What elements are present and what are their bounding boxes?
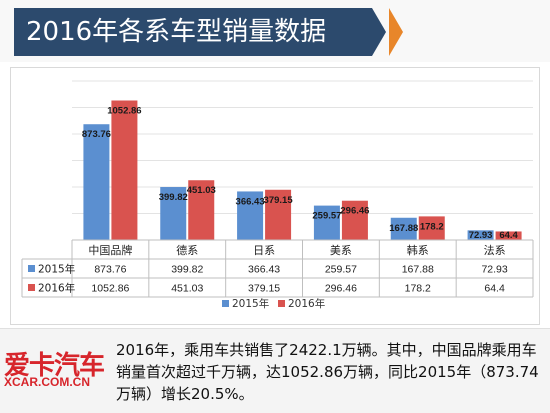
title-bar <box>14 8 372 56</box>
table-series-name: 2016年 <box>38 282 75 295</box>
table-value: 296.46 <box>325 283 357 295</box>
table-value: 259.57 <box>325 264 357 276</box>
table-value: 399.82 <box>171 264 203 276</box>
bar-2015 <box>467 230 494 240</box>
bar-data-label: 366.43 <box>236 196 265 207</box>
legend-swatch <box>222 300 229 307</box>
bar-data-label: 399.82 <box>159 192 188 203</box>
bar-2016 <box>265 189 292 240</box>
x-category-label: 日系 <box>253 244 275 257</box>
bar-2016 <box>188 180 215 240</box>
bar-2016 <box>495 231 522 240</box>
x-category-label: 美系 <box>330 244 352 257</box>
bar-data-label: 1052.86 <box>107 105 141 116</box>
title-bar-chevron <box>372 8 386 56</box>
chart-container: 873.76 1052.86 399.82 451.03 366.43 379.15 259… <box>10 67 540 325</box>
bar-data-label: 259.57 <box>312 211 341 222</box>
bar-data-label: 296.46 <box>340 206 369 217</box>
bar-2015 <box>390 217 417 240</box>
bar-2015 <box>83 124 110 240</box>
x-category-label: 法系 <box>484 243 506 257</box>
xcar-logo: 爱卡汽车 XCAR.COM.CN <box>4 345 112 397</box>
legend-label: 2015年 <box>232 297 269 310</box>
bar-data-label: 178.2 <box>420 221 444 232</box>
logo-brand-text: 爱卡汽车 <box>4 351 105 381</box>
bar-data-label: 451.03 <box>187 185 216 196</box>
legend-swatch <box>278 300 285 307</box>
bar-2015 <box>237 191 264 240</box>
table-value: 366.43 <box>248 264 280 276</box>
bar-data-label: 64.4 <box>499 230 518 241</box>
bar-data-label: 167.88 <box>389 223 418 234</box>
table-value: 64.4 <box>484 283 505 295</box>
bar-data-label: 72.93 <box>469 230 493 241</box>
table-series-name: 2015年 <box>38 263 75 276</box>
logo-domain-text: XCAR.COM.CN <box>4 375 90 389</box>
table-legend-swatch <box>28 284 35 291</box>
legend-label: 2016年 <box>288 297 325 310</box>
table-value: 379.15 <box>248 283 280 295</box>
table-value: 451.03 <box>171 283 203 295</box>
bar-2015 <box>313 205 340 240</box>
x-category-label: 德系 <box>176 243 198 257</box>
bar-data-label: 873.76 <box>82 129 111 140</box>
page-title: 2016年各系车型销量数据 <box>26 17 327 47</box>
header-banner: 2016年各系车型销量数据 <box>0 0 550 62</box>
x-category-label: 韩系 <box>407 243 429 257</box>
bar-2016 <box>111 100 138 240</box>
table-value: 178.2 <box>405 283 431 295</box>
table-value: 167.88 <box>402 264 434 276</box>
table-legend-swatch <box>28 265 35 272</box>
table-value: 72.93 <box>481 264 507 276</box>
table-value: 1052.86 <box>91 283 129 295</box>
x-category-label: 中国品牌 <box>88 243 132 257</box>
sales-bar-chart: 873.761052.86399.82451.03366.43379.15259… <box>10 67 540 325</box>
summary-caption: 2016年，乘用车共销售了2422.1万辆。其中，中国品牌乘用车销量首次超过千万… <box>116 341 539 403</box>
bar-2016 <box>418 216 445 240</box>
table-value: 873.76 <box>94 264 126 276</box>
bar-data-label: 379.15 <box>264 195 294 206</box>
footer: 爱卡汽车 XCAR.COM.CN 2016年，乘用车共销售了2422.1万辆。其… <box>0 328 550 413</box>
bar-2016 <box>341 200 368 240</box>
bar-2015 <box>160 187 187 240</box>
accent-chevron <box>389 8 403 56</box>
